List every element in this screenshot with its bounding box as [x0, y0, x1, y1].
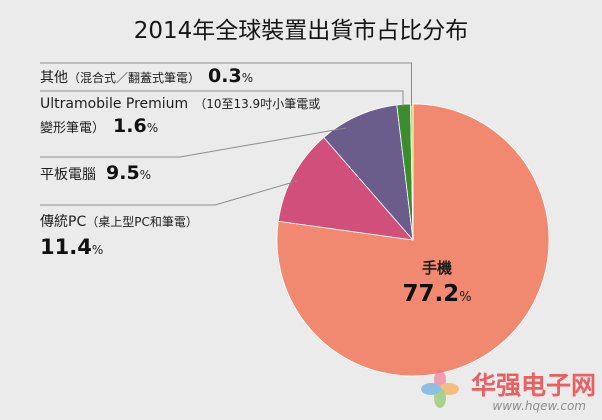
watermark-name: 华强电子网 — [471, 371, 596, 400]
leader-line-other — [40, 62, 412, 106]
slice-traditional-pc — [277, 137, 414, 241]
label-tablet-name: 平板電腦 — [40, 167, 96, 183]
label-traditional-pc-line1: 傳統PC（桌上型PC和筆電） — [40, 214, 198, 230]
label-ultramobile-detail-2: 變形筆電） — [40, 120, 105, 136]
label-traditional-pc-name: 傳統PC — [40, 214, 86, 230]
pie-chart — [276, 103, 550, 377]
label-ultramobile-name: Ultramobile Premium — [40, 96, 188, 112]
watermark-url: www.hqew.com — [492, 399, 586, 413]
watermark-logo-icon — [421, 370, 459, 408]
label-ultramobile-unit: % — [147, 121, 158, 135]
label-other-value: 0.3 — [208, 65, 242, 87]
label-traditional-pc-value: 11.4 — [40, 235, 92, 259]
label-ultramobile-detail-1: （10至13.9吋小筆電或 — [194, 97, 320, 111]
label-other-name: 其他 — [40, 70, 68, 86]
label-traditional-pc-unit: % — [92, 243, 103, 257]
label-mobile-unit: % — [459, 290, 471, 305]
label-ultramobile-value: 1.6 — [113, 115, 147, 137]
label-other-unit: % — [242, 71, 253, 85]
label-tablet-value: 9.5 — [106, 162, 140, 184]
label-traditional-pc-detail: （桌上型PC和筆電） — [86, 215, 198, 229]
label-other-detail: （混合式／翻蓋式筆電） — [68, 70, 200, 85]
label-traditional-pc-line2: 11.4% — [40, 235, 103, 259]
label-mobile-name: 手機 — [422, 259, 452, 277]
label-tablet: 平板電腦 9.5% — [40, 162, 151, 184]
leader-line-ultramobile — [40, 90, 404, 107]
leader-lines — [40, 62, 412, 206]
leader-line-traditional-pc — [40, 180, 298, 206]
callout-labels: 其他（混合式／翻蓋式筆電） 0.3% Ultramobile Premium （10… — [40, 65, 472, 307]
label-tablet-unit: % — [140, 168, 151, 182]
slice-tablet — [323, 104, 414, 241]
label-ultramobile-line1: Ultramobile Premium （10至13.9吋小筆電或 — [40, 96, 320, 112]
chart-title: 2014年全球裝置出貨市占比分布 — [134, 18, 469, 44]
label-mobile-value: 77.2 — [402, 281, 459, 307]
label-ultramobile-line2: 變形筆電） 1.6% — [40, 115, 158, 137]
label-other: 其他（混合式／翻蓋式筆電） 0.3% — [40, 65, 253, 87]
leader-line-tablet — [40, 127, 347, 158]
label-mobile-value-line: 77.2% — [402, 281, 471, 307]
watermark: 华强电子网 www.hqew.com — [421, 370, 596, 413]
